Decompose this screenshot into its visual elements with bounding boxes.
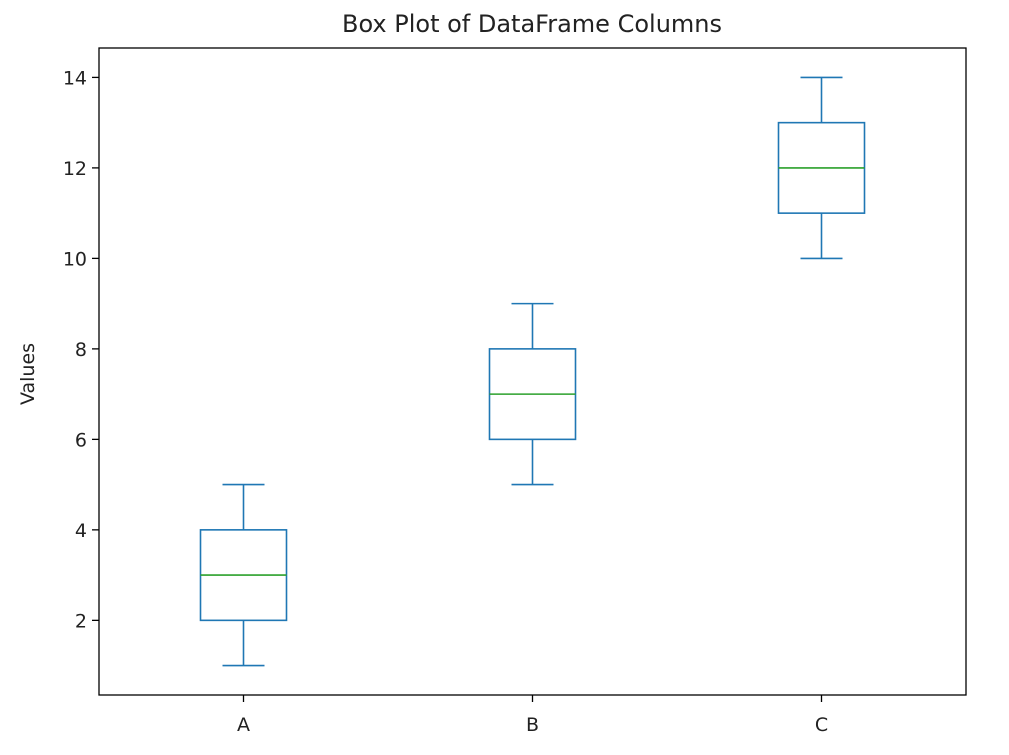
axes-frame: [98, 47, 967, 696]
x-tick-label: C: [815, 714, 828, 736]
y-axis-label: Values: [17, 343, 39, 405]
box-c: [777, 76, 866, 260]
y-tick-label: 12: [63, 158, 87, 180]
box-b: [488, 302, 577, 486]
y-tick-label: 14: [63, 67, 87, 89]
y-tick-label: 10: [63, 248, 87, 270]
x-tick-label: B: [526, 714, 539, 736]
x-tick-label: A: [237, 714, 250, 736]
y-tick-label: 6: [75, 429, 87, 451]
chart-title: Box Plot of DataFrame Columns: [342, 10, 722, 38]
y-tick-label: 2: [75, 610, 87, 632]
y-tick-label: 8: [75, 339, 87, 361]
box-a: [199, 483, 288, 667]
y-tick-label: 4: [75, 520, 87, 542]
plot-area: [199, 76, 866, 667]
